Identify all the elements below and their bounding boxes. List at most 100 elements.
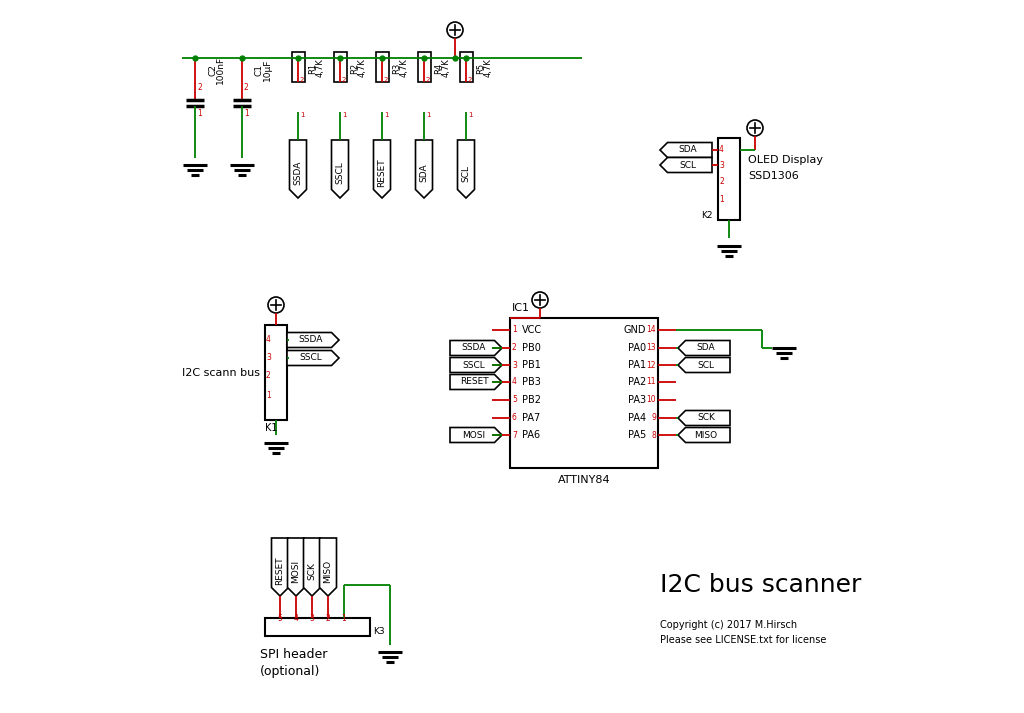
Polygon shape bbox=[458, 140, 474, 198]
Text: 14: 14 bbox=[646, 326, 656, 334]
Text: PA1: PA1 bbox=[628, 360, 646, 370]
Text: 1: 1 bbox=[300, 112, 304, 118]
Text: I2C scann bus: I2C scann bus bbox=[182, 367, 260, 377]
Text: 1: 1 bbox=[719, 195, 724, 205]
Text: 2: 2 bbox=[326, 614, 331, 623]
Text: MOSI: MOSI bbox=[292, 560, 300, 583]
Text: RESET: RESET bbox=[378, 159, 386, 188]
Polygon shape bbox=[660, 143, 712, 158]
Text: 2: 2 bbox=[244, 83, 249, 93]
Text: 1: 1 bbox=[342, 112, 346, 118]
Text: 2: 2 bbox=[426, 77, 430, 83]
Text: SSD1306: SSD1306 bbox=[748, 171, 799, 181]
Bar bbox=[265, 325, 287, 420]
Text: R2: R2 bbox=[350, 63, 359, 73]
Text: SDA: SDA bbox=[420, 164, 428, 183]
Text: 4,7K: 4,7K bbox=[442, 58, 451, 78]
Bar bbox=[718, 138, 740, 220]
Polygon shape bbox=[332, 140, 348, 198]
Text: SCL: SCL bbox=[697, 361, 715, 369]
Text: 2: 2 bbox=[197, 83, 202, 93]
Text: 3: 3 bbox=[266, 354, 271, 362]
Text: PA2: PA2 bbox=[628, 377, 646, 387]
Text: (optional): (optional) bbox=[260, 665, 321, 679]
Text: 4,7K: 4,7K bbox=[316, 58, 325, 78]
Polygon shape bbox=[660, 158, 712, 173]
Text: 1: 1 bbox=[197, 110, 202, 118]
Text: 5: 5 bbox=[278, 614, 283, 623]
Text: 2: 2 bbox=[266, 371, 270, 381]
Polygon shape bbox=[450, 374, 502, 389]
Text: R1: R1 bbox=[308, 63, 317, 73]
Text: SSCL: SSCL bbox=[463, 361, 485, 369]
Text: 4,7K: 4,7K bbox=[400, 58, 409, 78]
Text: PA4: PA4 bbox=[628, 413, 646, 423]
Text: SCL: SCL bbox=[462, 165, 470, 182]
Text: PA0: PA0 bbox=[628, 343, 646, 353]
Text: 1: 1 bbox=[426, 112, 430, 118]
Text: SCK: SCK bbox=[307, 562, 316, 580]
Polygon shape bbox=[450, 357, 502, 372]
Text: IC1: IC1 bbox=[512, 303, 530, 313]
Polygon shape bbox=[287, 332, 339, 347]
Bar bbox=[460, 52, 472, 82]
Polygon shape bbox=[678, 341, 730, 356]
Text: 4: 4 bbox=[719, 145, 724, 155]
Text: PB1: PB1 bbox=[522, 360, 541, 370]
Polygon shape bbox=[450, 341, 502, 356]
Text: K3: K3 bbox=[373, 627, 385, 635]
Text: SSDA: SSDA bbox=[462, 344, 486, 352]
Text: 7: 7 bbox=[512, 431, 517, 439]
Text: MISO: MISO bbox=[324, 560, 333, 583]
Text: 5: 5 bbox=[512, 396, 517, 404]
Text: 6: 6 bbox=[512, 414, 517, 423]
Text: 1: 1 bbox=[384, 112, 388, 118]
Text: PA5: PA5 bbox=[628, 430, 646, 440]
Text: RESET: RESET bbox=[460, 377, 488, 386]
Polygon shape bbox=[678, 428, 730, 443]
Text: 4: 4 bbox=[512, 377, 517, 386]
Polygon shape bbox=[319, 538, 337, 596]
Text: ATTINY84: ATTINY84 bbox=[558, 475, 610, 485]
Text: C1: C1 bbox=[255, 64, 264, 76]
Text: 2: 2 bbox=[384, 77, 388, 83]
Text: PB2: PB2 bbox=[522, 395, 541, 405]
Text: MISO: MISO bbox=[694, 431, 718, 439]
Text: 1: 1 bbox=[244, 110, 249, 118]
Text: 4,7K: 4,7K bbox=[484, 58, 493, 78]
Text: OLED Display: OLED Display bbox=[748, 155, 823, 165]
Text: 8: 8 bbox=[651, 431, 656, 439]
Text: 4: 4 bbox=[266, 336, 271, 344]
Text: 9: 9 bbox=[651, 414, 656, 423]
Text: 12: 12 bbox=[646, 361, 656, 369]
Bar bbox=[334, 52, 346, 82]
Text: PB0: PB0 bbox=[522, 343, 541, 353]
Polygon shape bbox=[303, 538, 321, 596]
Polygon shape bbox=[416, 140, 432, 198]
Text: SCL: SCL bbox=[680, 160, 696, 170]
Text: SSDA: SSDA bbox=[294, 161, 302, 185]
Text: VCC: VCC bbox=[522, 325, 542, 335]
Text: Please see LICENSE.txt for license: Please see LICENSE.txt for license bbox=[660, 635, 826, 645]
Text: RESET: RESET bbox=[275, 557, 285, 585]
Polygon shape bbox=[678, 411, 730, 426]
Bar bbox=[418, 52, 430, 82]
Text: SSDA: SSDA bbox=[299, 336, 324, 344]
Text: 100nF: 100nF bbox=[216, 56, 225, 84]
Text: PA7: PA7 bbox=[522, 413, 541, 423]
Text: SSCL: SSCL bbox=[300, 354, 323, 362]
Text: 10μF: 10μF bbox=[263, 58, 272, 81]
Text: SDA: SDA bbox=[679, 145, 697, 155]
Text: 1: 1 bbox=[468, 112, 472, 118]
Polygon shape bbox=[374, 140, 390, 198]
Text: SDA: SDA bbox=[696, 344, 716, 352]
Text: 2: 2 bbox=[468, 77, 472, 83]
Bar bbox=[376, 52, 388, 82]
Text: 3: 3 bbox=[309, 614, 314, 623]
Text: 2: 2 bbox=[719, 178, 724, 187]
Bar bbox=[292, 52, 304, 82]
Text: R5: R5 bbox=[476, 63, 485, 73]
Text: PB3: PB3 bbox=[522, 377, 541, 387]
Text: GND: GND bbox=[624, 325, 646, 335]
Text: K2: K2 bbox=[701, 210, 713, 220]
